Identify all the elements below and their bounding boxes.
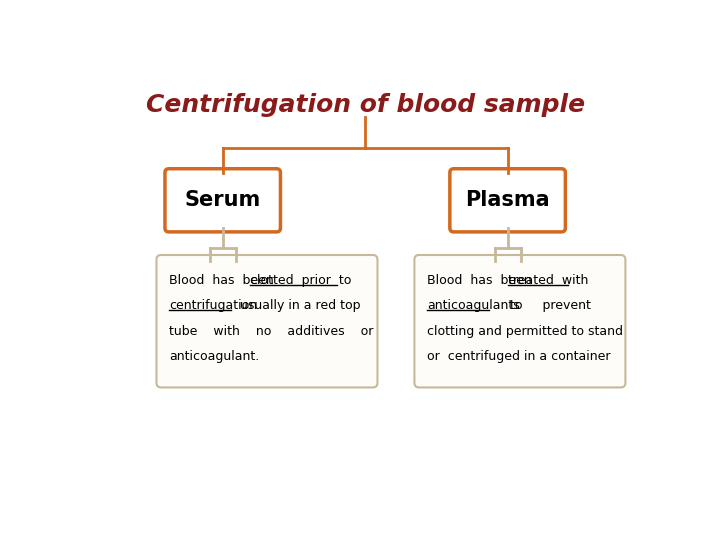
- FancyBboxPatch shape: [415, 255, 626, 387]
- FancyBboxPatch shape: [165, 168, 281, 232]
- Text: tube    with    no    additives    or: tube with no additives or: [168, 325, 373, 338]
- Text: Centrifugation of blood sample: Centrifugation of blood sample: [145, 93, 585, 117]
- Text: or  centrifuged in a container: or centrifuged in a container: [427, 350, 611, 363]
- Text: treated  with: treated with: [508, 274, 589, 287]
- FancyBboxPatch shape: [450, 168, 565, 232]
- Text: Blood  has  been: Blood has been: [168, 274, 282, 287]
- Text: centrifugation: centrifugation: [168, 299, 257, 312]
- Text: clotted  prior  to: clotted prior to: [251, 274, 352, 287]
- Text: Blood  has  been: Blood has been: [427, 274, 539, 287]
- Text: usually in a red top: usually in a red top: [232, 299, 361, 312]
- Text: clotting and permitted to stand: clotting and permitted to stand: [427, 325, 623, 338]
- Text: Serum: Serum: [184, 190, 261, 210]
- Text: Plasma: Plasma: [465, 190, 550, 210]
- Text: to     prevent: to prevent: [490, 299, 591, 312]
- FancyBboxPatch shape: [156, 255, 377, 387]
- Text: anticoagulant.: anticoagulant.: [168, 350, 259, 363]
- Text: anticoagulants: anticoagulants: [427, 299, 520, 312]
